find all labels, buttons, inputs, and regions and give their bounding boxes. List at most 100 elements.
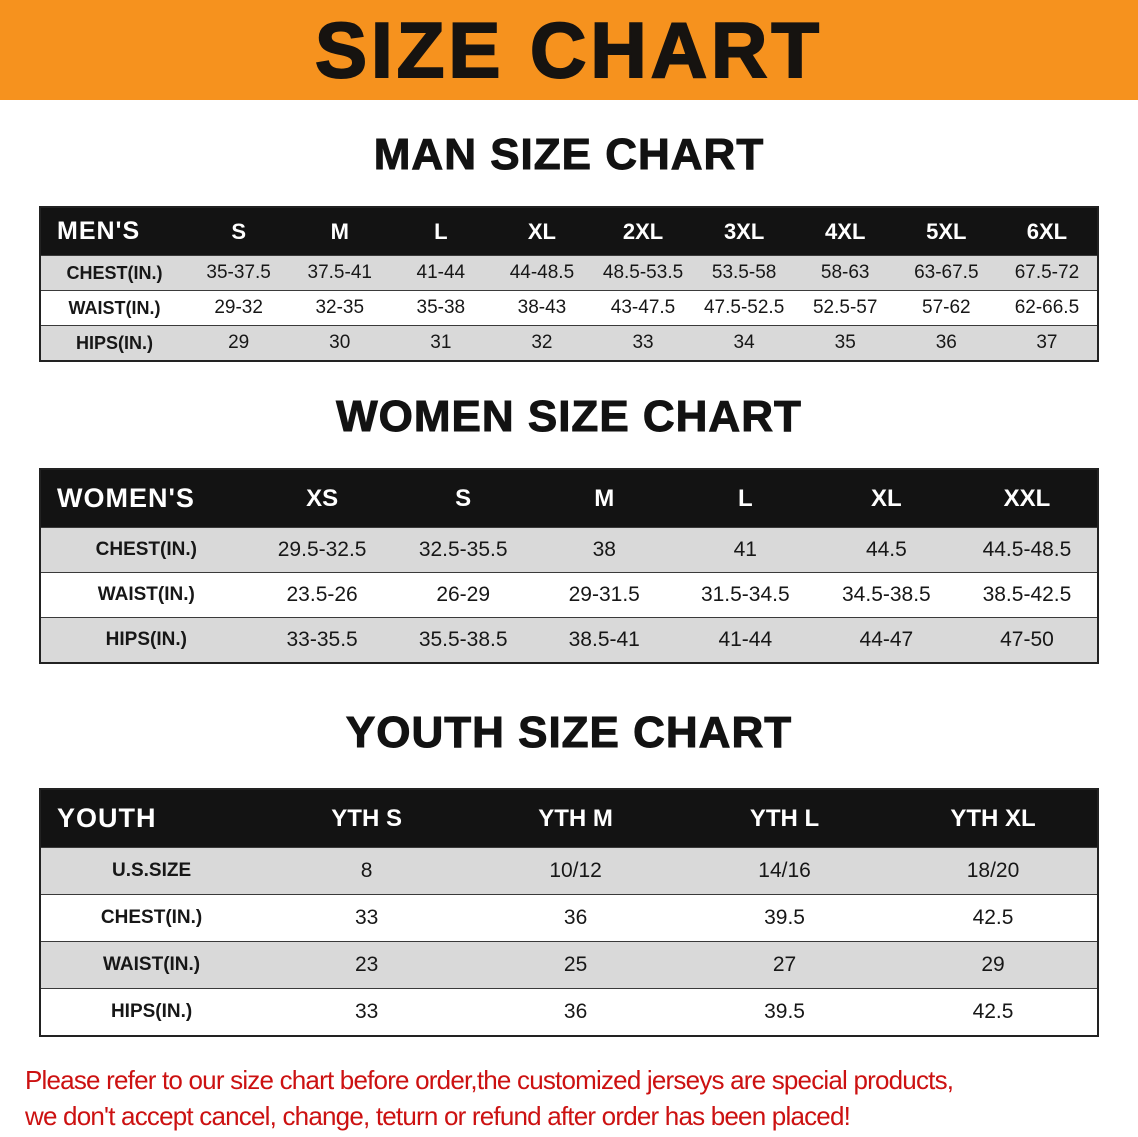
value-cell: 58-63 — [820, 262, 870, 283]
value-cell: 63-67.5 — [914, 262, 979, 283]
value-cell: 35 — [834, 332, 856, 353]
row-label-cell: CHEST(IN.) — [100, 907, 203, 928]
value-cell: 44.5-48.5 — [982, 538, 1072, 561]
value-cell: 42.5 — [972, 906, 1014, 929]
size-header-cell: 6XL — [996, 207, 1098, 256]
row-label-cell: HIPS(IN.) — [76, 332, 154, 353]
table-row: WAIST(IN.) 29-32 32-35 35-38 38-43 43-47.5 47.… — [40, 290, 1098, 326]
value-cell: 29 — [228, 332, 250, 353]
value-cell: 41 — [733, 538, 757, 561]
value-cell: 47-50 — [1000, 628, 1054, 651]
size-header-cell: 3XL — [693, 207, 795, 256]
value-cell: 42.5 — [972, 1000, 1014, 1023]
size-header-cell: XXL — [956, 469, 1098, 528]
value-cell: 10/12 — [549, 859, 602, 882]
value-cell: 57-62 — [922, 297, 971, 318]
value-cell: 29-31.5 — [568, 583, 640, 606]
women-size-table: WOMEN'S XS S M L XL XXL CHEST(IN.) 29.5-32.5 32.5… — [39, 468, 1099, 664]
value-cell: 32 — [531, 332, 553, 353]
row-label-cell: WAIST(IN.) — [97, 584, 195, 605]
table-title-cell: YOUTH — [40, 789, 263, 848]
value-cell: 43-47.5 — [610, 297, 676, 318]
value-cell: 37.5-41 — [307, 262, 372, 283]
value-cell: 14/16 — [758, 859, 811, 882]
value-cell: 23 — [354, 953, 379, 976]
value-cell: 25 — [563, 953, 588, 976]
value-cell: 34 — [733, 332, 755, 353]
value-cell: 33-35.5 — [286, 628, 358, 651]
size-header-cell: XL — [815, 469, 957, 528]
size-header-cell: M — [289, 207, 391, 256]
value-cell: 8 — [360, 859, 373, 882]
youth-section-heading: YOUTH SIZE CHART — [345, 708, 793, 758]
size-header-cell: XS — [251, 469, 393, 528]
row-label-cell: CHEST(IN.) — [66, 262, 163, 283]
value-cell: 38.5-42.5 — [982, 583, 1072, 606]
value-cell: 27 — [772, 953, 797, 976]
value-cell: 38 — [592, 538, 616, 561]
disclaimer-note: Please refer to our size chart before or… — [25, 1065, 1138, 1132]
value-cell: 32-35 — [315, 297, 365, 318]
size-header-cell: YTH M — [471, 789, 681, 848]
size-header-cell: L — [390, 207, 492, 256]
men-size-section: MAN SIZE CHART MEN'S S M L XL 2XL 3XL 4XL 5XL 6XL… — [0, 130, 1138, 362]
value-cell: 39.5 — [764, 906, 805, 929]
value-cell: 23.5-26 — [286, 583, 358, 606]
size-header-cell: XL — [491, 207, 593, 256]
value-cell: 33 — [354, 1000, 379, 1023]
value-cell: 62-66.5 — [1014, 297, 1080, 318]
value-cell: 44.5 — [865, 538, 907, 561]
value-cell: 41-44 — [718, 628, 773, 651]
size-header-cell: YTH S — [262, 789, 472, 848]
men-size-table: MEN'S S M L XL 2XL 3XL 4XL 5XL 6XL CHEST(IN.) 35-37… — [39, 206, 1099, 362]
value-cell: 18/20 — [966, 859, 1020, 882]
table-row: WAIST(IN.) 23.5-26 26-29 29-31.5 31.5-34.5 34… — [40, 572, 1098, 618]
table-row: HIPS(IN.) 29 30 31 32 33 34 35 36 37 — [40, 325, 1098, 361]
size-chart-banner: SIZE CHART — [0, 0, 1138, 100]
value-cell: 33 — [354, 906, 379, 929]
women-size-section: WOMEN SIZE CHART WOMEN'S XS S M L XL XXL CHEST(… — [0, 392, 1138, 664]
row-label-cell: U.S.SIZE — [111, 860, 192, 881]
size-header-cell: 2XL — [592, 207, 694, 256]
value-cell: 29-32 — [214, 297, 263, 318]
value-cell: 32.5-35.5 — [418, 538, 508, 561]
women-section-heading: WOMEN SIZE CHART — [336, 392, 802, 442]
page-title: SIZE CHART — [314, 5, 823, 95]
value-cell: 44-48.5 — [509, 262, 575, 283]
value-cell: 35-38 — [416, 297, 466, 318]
row-label-cell: HIPS(IN.) — [110, 1001, 193, 1022]
row-label-cell: WAIST(IN.) — [103, 954, 201, 975]
size-header-cell: 4XL — [794, 207, 896, 256]
value-cell: 36 — [563, 906, 588, 929]
value-cell: 37 — [1036, 332, 1058, 353]
table-row: WAIST(IN.) 23 25 27 29 — [40, 941, 1098, 989]
value-cell: 34.5-38.5 — [842, 583, 931, 606]
value-cell: 53.5-58 — [711, 262, 777, 283]
value-cell: 41-44 — [416, 262, 466, 283]
table-title-cell: WOMEN'S — [40, 469, 252, 528]
youth-size-section: YOUTH SIZE CHART YOUTH YTH S YTH M YTH L YTH… — [0, 708, 1138, 1037]
value-cell: 67.5-72 — [1014, 262, 1080, 283]
size-header-cell: L — [674, 469, 816, 528]
size-header-cell: YTH L — [680, 789, 890, 848]
value-cell: 38.5-41 — [568, 628, 640, 651]
youth-size-table: YOUTH YTH S YTH M YTH L YTH XL U.S.SIZE 8 10/12… — [39, 788, 1099, 1037]
value-cell: 30 — [329, 332, 351, 353]
value-cell: 39.5 — [764, 1000, 805, 1023]
value-cell: 38-43 — [517, 297, 567, 318]
row-label-cell: HIPS(IN.) — [105, 629, 187, 650]
row-label-cell: CHEST(IN.) — [95, 539, 197, 560]
table-header-row: WOMEN'S XS S M L XL XXL — [40, 469, 1098, 528]
value-cell: 52.5-57 — [812, 297, 878, 318]
value-cell: 33 — [632, 332, 654, 353]
value-cell: 35.5-38.5 — [418, 628, 508, 651]
disclaimer-line-1: Please refer to our size chart before or… — [25, 1065, 954, 1095]
value-cell: 48.5-53.5 — [602, 262, 684, 283]
table-row: HIPS(IN.) 33-35.5 35.5-38.5 38.5-41 41-44 44-… — [40, 617, 1098, 663]
men-section-heading: MAN SIZE CHART — [373, 130, 765, 180]
row-label-cell: WAIST(IN.) — [68, 297, 161, 318]
value-cell: 29.5-32.5 — [277, 538, 367, 561]
size-header-cell: S — [392, 469, 534, 528]
value-cell: 35-37.5 — [206, 262, 271, 283]
